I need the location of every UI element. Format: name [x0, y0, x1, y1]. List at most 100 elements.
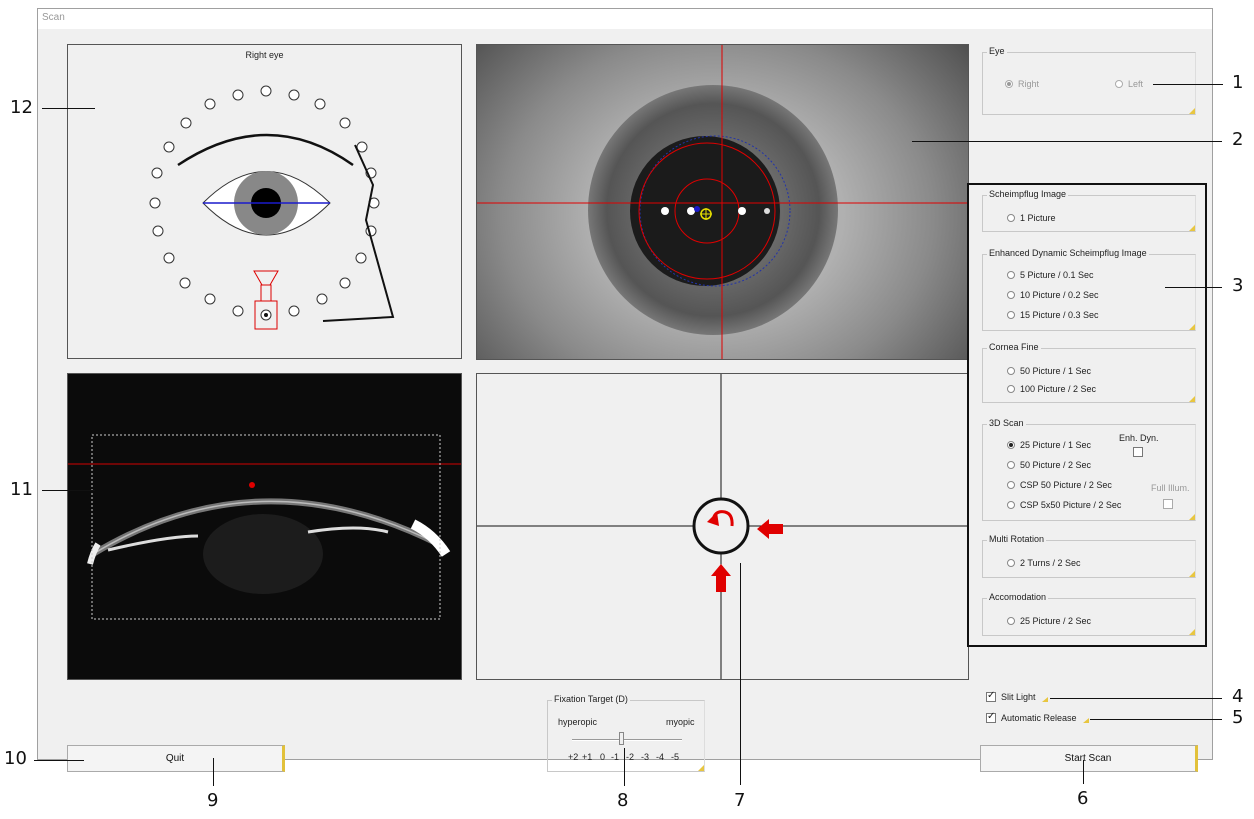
start-scan-button[interactable]: Start Scan	[980, 745, 1198, 772]
fixation-dot	[163, 141, 175, 153]
fixation-dot	[204, 293, 216, 305]
cornea-fine-100-radio[interactable]: 100 Picture / 2 Sec	[1007, 384, 1096, 394]
eyebrow	[177, 133, 354, 167]
enhanced-15-picture-radio[interactable]: 15 Picture / 0.3 Sec	[1007, 310, 1099, 320]
move-left-arrow-icon	[757, 519, 783, 539]
enhanced-5-picture-radio[interactable]: 5 Picture / 0.1 Sec	[1007, 270, 1094, 280]
move-up-arrow-icon	[711, 564, 731, 592]
callout-5: 5	[1232, 707, 1244, 728]
scheimpflug-image-view	[67, 373, 462, 680]
multi-rotation-group: Multi Rotation 2 Turns / 2 Sec	[982, 534, 1196, 578]
automatic-release-checkbox[interactable]	[986, 711, 996, 723]
nose-line	[322, 144, 395, 322]
full-illum-checkbox[interactable]	[1163, 499, 1173, 509]
automatic-release-checkbox-row[interactable]: Automatic Release	[986, 711, 1077, 723]
fixation-dot	[339, 277, 351, 289]
quit-button[interactable]: Quit	[67, 745, 285, 772]
accomodation-25-radio[interactable]: 25 Picture / 2 Sec	[1007, 616, 1091, 626]
callout-line-11	[42, 490, 95, 491]
tick-label: -2	[626, 752, 635, 762]
slit-light-label: Slit Light	[1001, 692, 1036, 702]
radio-icon	[1007, 214, 1015, 222]
fixation-slider-track[interactable]	[572, 739, 682, 741]
eye-camera-overlay	[477, 45, 968, 359]
tick-label: -5	[671, 752, 680, 762]
3d-scan-title: 3D Scan	[987, 418, 1026, 428]
enh-dyn-checkbox[interactable]	[1133, 447, 1143, 457]
enhanced-10-picture-radio[interactable]: 10 Picture / 0.2 Sec	[1007, 290, 1099, 300]
callout-3: 3	[1232, 275, 1244, 296]
eye-left-radio[interactable]: Left	[1115, 79, 1143, 89]
multi-rotation-title: Multi Rotation	[987, 534, 1047, 544]
3d-scan-csp-50-radio[interactable]: CSP 50 Picture / 2 Sec	[1007, 480, 1112, 490]
tick-label: 0	[600, 752, 606, 762]
fixation-dot	[179, 277, 191, 289]
3d-scan-25-radio[interactable]: 25 Picture / 1 Sec	[1007, 440, 1091, 450]
window-titlebar: Scan	[38, 9, 1212, 29]
fixation-dot	[260, 85, 272, 97]
eye-camera-view	[476, 44, 969, 360]
radio-icon	[1007, 385, 1015, 393]
multi-rotation-2-turns-radio[interactable]: 2 Turns / 2 Sec	[1007, 558, 1081, 568]
fixation-dot	[339, 117, 351, 129]
slit-light-checkbox[interactable]	[986, 690, 996, 702]
fixation-dot	[152, 225, 164, 237]
eye-diagram	[149, 85, 395, 330]
fixation-dot	[149, 197, 161, 209]
fixation-dot	[356, 141, 368, 153]
callout-line-12	[42, 108, 95, 109]
cornea-fine-50-radio[interactable]: 50 Picture / 1 Sec	[1007, 366, 1091, 376]
callout-2: 2	[1232, 129, 1244, 150]
callout-line-2	[912, 141, 1222, 142]
radio-icon	[1007, 559, 1015, 567]
eye-diagram-panel: Right eye	[67, 44, 462, 359]
radio-icon	[1007, 311, 1015, 319]
fixation-slider-thumb[interactable]	[619, 732, 624, 745]
callout-line-10	[34, 760, 84, 761]
fixation-dot	[180, 117, 192, 129]
alignment-ring	[692, 497, 750, 555]
eye-right-radio[interactable]: Right	[1005, 79, 1039, 89]
radio-icon	[1007, 481, 1015, 489]
camera-icon	[253, 270, 279, 330]
callout-11: 11	[10, 479, 33, 500]
scheimpflug-group: Scheimpflug Image 1 Picture	[982, 189, 1196, 232]
scheimpflug-title: Scheimpflug Image	[987, 189, 1069, 199]
radio-icon	[1115, 80, 1123, 88]
eye-diagram-label: Right eye	[245, 50, 284, 60]
alignment-overlay	[477, 374, 968, 679]
callout-1: 1	[1232, 72, 1244, 93]
scheimpflug-1-picture-radio[interactable]: 1 Picture	[1007, 213, 1056, 223]
3d-scan-group: 3D Scan 25 Picture / 1 Sec 50 Picture / …	[982, 418, 1196, 521]
myopic-label: myopic	[666, 717, 695, 727]
callout-line-8	[624, 748, 625, 786]
hyperopic-label: hyperopic	[558, 717, 598, 727]
apex-marker	[249, 482, 255, 488]
limbus-fit-circle	[639, 135, 791, 287]
callout-line-9	[213, 758, 214, 786]
fixation-dot	[163, 252, 175, 264]
fixation-dot	[288, 305, 300, 317]
tick-label: -4	[656, 752, 665, 762]
tick-label: -3	[641, 752, 650, 762]
alignment-view	[476, 373, 969, 680]
radio-icon	[1007, 441, 1015, 449]
enh-dyn-label: Enh. Dyn.	[1119, 433, 1159, 443]
radio-icon	[1007, 617, 1015, 625]
3d-scan-50-radio[interactable]: 50 Picture / 2 Sec	[1007, 460, 1091, 470]
eye-group: Eye Right Left	[982, 46, 1196, 115]
callout-line-6	[1083, 760, 1084, 784]
radio-icon	[1007, 461, 1015, 469]
radio-icon	[1007, 291, 1015, 299]
callout-4: 4	[1232, 686, 1244, 707]
fixation-ticks: +2 +1 0 -1 -2 -3 -4 -5	[568, 747, 690, 767]
fixation-dot	[151, 167, 163, 179]
tick-label: +2	[568, 752, 579, 762]
fixation-dot	[288, 89, 300, 101]
3d-scan-csp-5x50-radio[interactable]: CSP 5x50 Picture / 2 Sec	[1007, 500, 1121, 510]
fixation-target-group: Fixation Target (D) hyperopic myopic +2 …	[547, 694, 705, 772]
callout-12: 12	[10, 97, 33, 118]
window-title: Scan	[42, 12, 65, 23]
accomodation-group: Accomodation 25 Picture / 2 Sec	[982, 592, 1196, 636]
slit-light-checkbox-row[interactable]: Slit Light	[986, 690, 1036, 702]
